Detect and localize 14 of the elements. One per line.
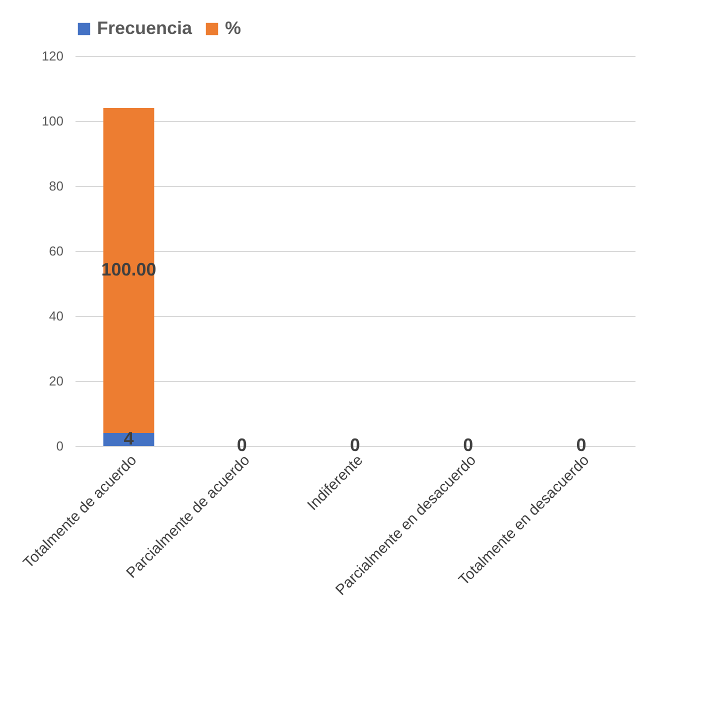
y-tick-label: 120 [42,48,64,64]
data-label: 0 [350,435,360,455]
y-tick-label: 40 [49,308,64,324]
y-tick-label: 100 [42,114,64,128]
y-tick-label: 80 [49,178,64,194]
data-label: 0 [236,435,247,455]
y-tick-label: 0 [56,438,64,454]
data-label: 0 [576,435,586,455]
data-label: 0 [463,435,474,455]
y-tick-label: 60 [49,244,64,258]
legend-label: Frecuencia [97,18,194,38]
y-tick-label: 20 [49,374,64,388]
legend-label: % [225,18,242,38]
data-label: 4 [124,428,134,448]
